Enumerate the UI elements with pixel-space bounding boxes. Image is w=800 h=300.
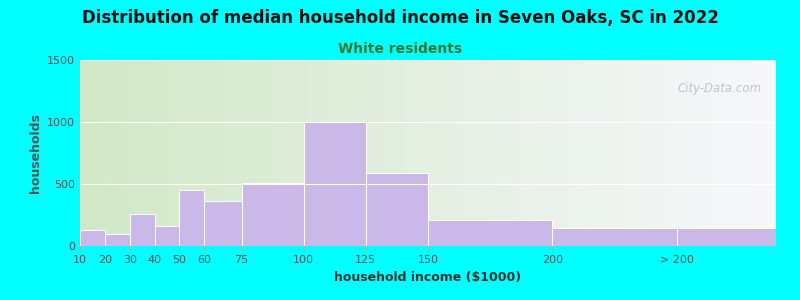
Text: White residents: White residents: [338, 42, 462, 56]
Text: City-Data.com: City-Data.com: [678, 82, 762, 95]
Bar: [154, 226, 179, 246]
Bar: [552, 228, 677, 246]
X-axis label: household income ($1000): household income ($1000): [334, 271, 522, 284]
Bar: [204, 201, 242, 246]
Bar: [366, 173, 428, 246]
Bar: [428, 220, 552, 246]
Bar: [105, 234, 130, 246]
Bar: [304, 122, 366, 246]
Bar: [242, 183, 304, 246]
Bar: [179, 190, 204, 246]
Y-axis label: households: households: [29, 113, 42, 193]
Text: Distribution of median household income in Seven Oaks, SC in 2022: Distribution of median household income …: [82, 9, 718, 27]
Bar: [80, 230, 105, 246]
Bar: [677, 228, 776, 246]
Bar: [130, 214, 154, 246]
